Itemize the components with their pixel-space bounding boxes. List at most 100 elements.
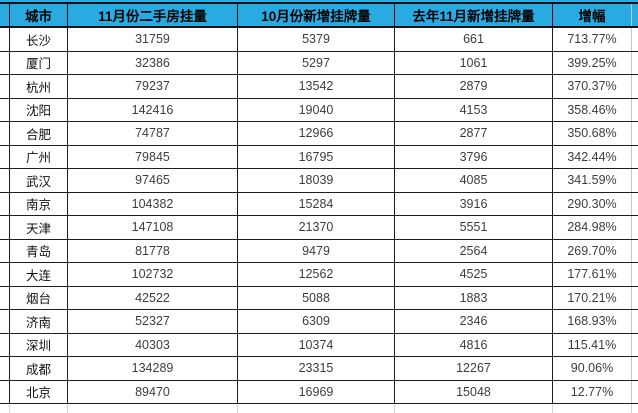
city-cell: 杭州 [10,75,68,98]
row-left-partial-cell [0,357,10,380]
table-header-row: 城市 11月份二手房挂量 10月份新增挂牌量 去年11月新增挂牌量 增幅 [0,2,638,28]
row-left-partial-cell [0,310,10,333]
row-right-partial-cell [632,310,638,333]
oct-new-listings-cell: 5379 [238,28,395,51]
growth-cell: 12.77% [553,380,632,403]
city-cell: 厦门 [10,51,68,74]
table-row: 大连 102732 12562 4525 177.61% [0,263,638,287]
nov-secondhand-listings-cell: 32386 [68,51,238,74]
nov-secondhand-listings-cell: 89470 [68,380,238,403]
oct-new-listings-cell: 5088 [238,286,395,309]
last-nov-new-listings-cell: 3796 [395,145,553,168]
growth-cell: 170.21% [553,286,632,309]
growth-cell: 358.46% [553,98,632,121]
oct-new-listings-cell: 12562 [238,263,395,286]
oct-new-listings-cell: 19040 [238,98,395,121]
row-left-partial-cell [0,239,10,262]
last-nov-new-listings-cell: 2877 [395,122,553,145]
city-cell: 青岛 [10,239,68,262]
row-left-partial-cell [0,216,10,239]
row-right-partial-cell [632,28,638,51]
row-right-partial-cell [632,381,638,404]
header-oct-new-listings: 10月份新增挂牌量 [238,4,395,26]
table-row: 武汉 97465 18039 4085 341.59% [0,169,638,193]
nov-secondhand-listings-cell: 102732 [68,263,238,286]
city-cell: 天津 [10,216,68,239]
row-left-partial-cell [0,122,10,145]
partial-cell [395,404,553,413]
nov-secondhand-listings-cell: 147108 [68,216,238,239]
row-left-partial-cell [0,286,10,309]
growth-cell: 341.59% [553,169,632,192]
table-row: 天津 147108 21370 5551 284.98% [0,216,638,240]
header-last-nov-new-listings: 去年11月新增挂牌量 [395,4,553,26]
nov-secondhand-listings-cell: 52327 [68,310,238,333]
row-right-partial-cell [632,287,638,310]
row-left-partial-cell [0,263,10,286]
oct-new-listings-cell: 16795 [238,145,395,168]
row-right-partial-cell [632,334,638,357]
table-body: 长沙 31759 5379 661 713.77% 厦门 32386 5297 … [0,28,638,404]
nov-secondhand-listings-cell: 42522 [68,286,238,309]
table-top-sliver [0,0,638,2]
growth-cell: 713.77% [553,28,632,51]
city-cell: 沈阳 [10,98,68,121]
nov-secondhand-listings-cell: 97465 [68,169,238,192]
table-row: 广州 79845 16795 3796 342.44% [0,145,638,169]
growth-cell: 290.30% [553,192,632,215]
oct-new-listings-cell: 12966 [238,122,395,145]
row-left-partial-cell [0,145,10,168]
city-cell: 武汉 [10,169,68,192]
table-row: 沈阳 142416 19040 4153 358.46% [0,98,638,122]
row-left-partial-cell [0,169,10,192]
last-nov-new-listings-cell: 4525 [395,263,553,286]
oct-new-listings-cell: 13542 [238,75,395,98]
table-row: 南京 104382 15284 3916 290.30% [0,192,638,216]
growth-cell: 350.68% [553,122,632,145]
row-right-partial-cell [632,357,638,380]
oct-new-listings-cell: 15284 [238,192,395,215]
last-nov-new-listings-cell: 4816 [395,333,553,356]
partial-cell [68,404,238,413]
city-cell: 长沙 [10,28,68,51]
table-row: 厦门 32386 5297 1061 399.25% [0,51,638,75]
header-city: 城市 [10,4,68,26]
growth-cell: 168.93% [553,310,632,333]
city-cell: 成都 [10,357,68,380]
oct-new-listings-cell: 9479 [238,239,395,262]
growth-cell: 90.06% [553,357,632,380]
table-row: 深圳 40303 10374 4816 115.41% [0,333,638,357]
oct-new-listings-cell: 23315 [238,357,395,380]
growth-cell: 399.25% [553,51,632,74]
last-nov-new-listings-cell: 661 [395,28,553,51]
row-left-partial-cell [0,333,10,356]
city-cell: 广州 [10,145,68,168]
row-right-partial-cell [632,99,638,122]
city-cell: 大连 [10,263,68,286]
last-nov-new-listings-cell: 2879 [395,75,553,98]
nov-secondhand-listings-cell: 79845 [68,145,238,168]
table-row: 北京 89470 16969 15048 12.77% [0,380,638,404]
last-nov-new-listings-cell: 4085 [395,169,553,192]
nov-secondhand-listings-cell: 134289 [68,357,238,380]
header-growth: 增幅 [553,4,632,26]
last-nov-new-listings-cell: 5551 [395,216,553,239]
nov-secondhand-listings-cell: 40303 [68,333,238,356]
oct-new-listings-cell: 21370 [238,216,395,239]
last-nov-new-listings-cell: 1883 [395,286,553,309]
growth-cell: 370.37% [553,75,632,98]
city-cell: 南京 [10,192,68,215]
table-row: 长沙 31759 5379 661 713.77% [0,28,638,52]
row-left-partial-cell [0,192,10,215]
nov-secondhand-listings-cell: 104382 [68,192,238,215]
partial-cell [553,404,632,413]
row-right-partial-cell [632,122,638,145]
growth-cell: 115.41% [553,333,632,356]
partial-cell [238,404,395,413]
row-left-partial-cell [0,75,10,98]
header-right-partial-cell [632,4,638,26]
last-nov-new-listings-cell: 15048 [395,380,553,403]
row-left-partial-cell [0,28,10,51]
last-nov-new-listings-cell: 2564 [395,239,553,262]
